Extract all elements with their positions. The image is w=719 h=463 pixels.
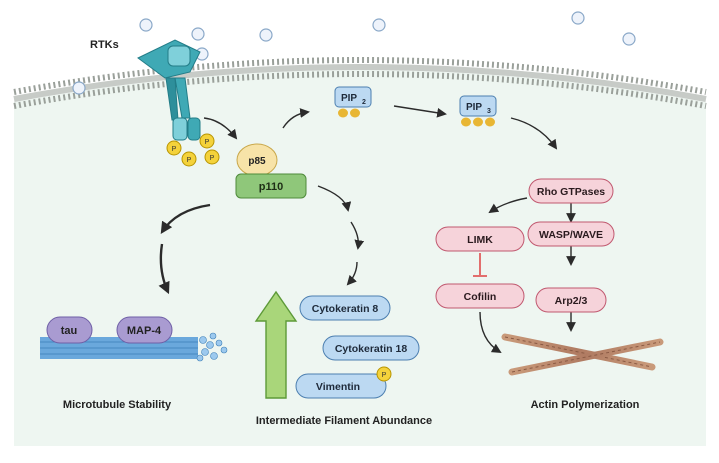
svg-text:PIP: PIP — [341, 93, 357, 104]
p85-label: p85 — [248, 156, 266, 167]
wasp-wave-protein: WASP/WAVE — [527, 221, 615, 247]
svg-text:P: P — [205, 139, 210, 146]
cofilin-protein: Cofilin — [435, 283, 525, 309]
svg-text:tau: tau — [61, 325, 78, 337]
svg-text:Rho GTPases: Rho GTPases — [537, 186, 605, 198]
inhibition-mark — [473, 253, 487, 277]
intermediate-filament-label: Intermediate Filament Abundance — [256, 415, 432, 427]
limk-protein: LIMK — [435, 226, 525, 252]
svg-text:Vimentin: Vimentin — [316, 381, 360, 393]
ligand-bubbles — [72, 11, 636, 95]
map4-protein: MAP-4 — [116, 316, 173, 344]
increase-arrow-icon — [254, 290, 298, 399]
svg-text:WASP/WAVE: WASP/WAVE — [539, 229, 603, 241]
rtks-label: RTKs — [90, 39, 119, 51]
svg-text:2: 2 — [362, 99, 366, 106]
svg-text:P: P — [172, 146, 177, 153]
actin-polymerization-label: Actin Polymerization — [531, 399, 640, 411]
phospho-group-icon: P P P P — [166, 133, 220, 167]
svg-text:P: P — [382, 372, 387, 379]
svg-text:P: P — [210, 155, 215, 162]
pi3k-complex: p85 p110 — [235, 143, 307, 199]
microtubule-stability-label: Microtubule Stability — [63, 399, 172, 411]
cytokeratin8-protein: Cytokeratin 8 — [299, 295, 391, 321]
microtubule-arrows — [158, 203, 211, 295]
signaling-arrows — [203, 105, 576, 354]
svg-text:P: P — [187, 157, 192, 164]
svg-text:Cytokeratin 8: Cytokeratin 8 — [312, 303, 379, 315]
svg-text:LIMK: LIMK — [467, 234, 493, 246]
svg-text:Cofilin: Cofilin — [464, 291, 497, 303]
svg-text:3: 3 — [487, 108, 491, 115]
svg-text:MAP-4: MAP-4 — [127, 325, 162, 337]
rho-gtpases-protein: Rho GTPases — [528, 178, 614, 204]
cytokeratin18-protein: Cytokeratin 18 — [322, 335, 420, 361]
tau-protein: tau — [46, 316, 93, 344]
p110-label: p110 — [259, 181, 283, 193]
svg-text:Cytokeratin 18: Cytokeratin 18 — [335, 343, 408, 355]
pip3-lipid: PIP 3 — [459, 95, 497, 127]
arp23-protein: Arp2/3 — [535, 287, 607, 313]
svg-text:Arp2/3: Arp2/3 — [555, 295, 588, 307]
pip2-lipid: PIP 2 — [334, 86, 372, 118]
actin-filament-icon — [501, 333, 664, 376]
vimentin-protein: Vimentin P — [295, 366, 392, 399]
cell-membrane — [13, 57, 707, 109]
svg-text:PIP: PIP — [466, 102, 482, 113]
rtk-receptor-icon: RTKs — [90, 39, 201, 141]
